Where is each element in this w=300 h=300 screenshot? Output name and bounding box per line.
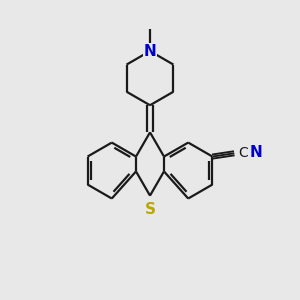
Text: N: N [144, 44, 156, 59]
Text: N: N [250, 145, 262, 160]
Text: C: C [238, 146, 248, 160]
Text: S: S [145, 202, 155, 217]
